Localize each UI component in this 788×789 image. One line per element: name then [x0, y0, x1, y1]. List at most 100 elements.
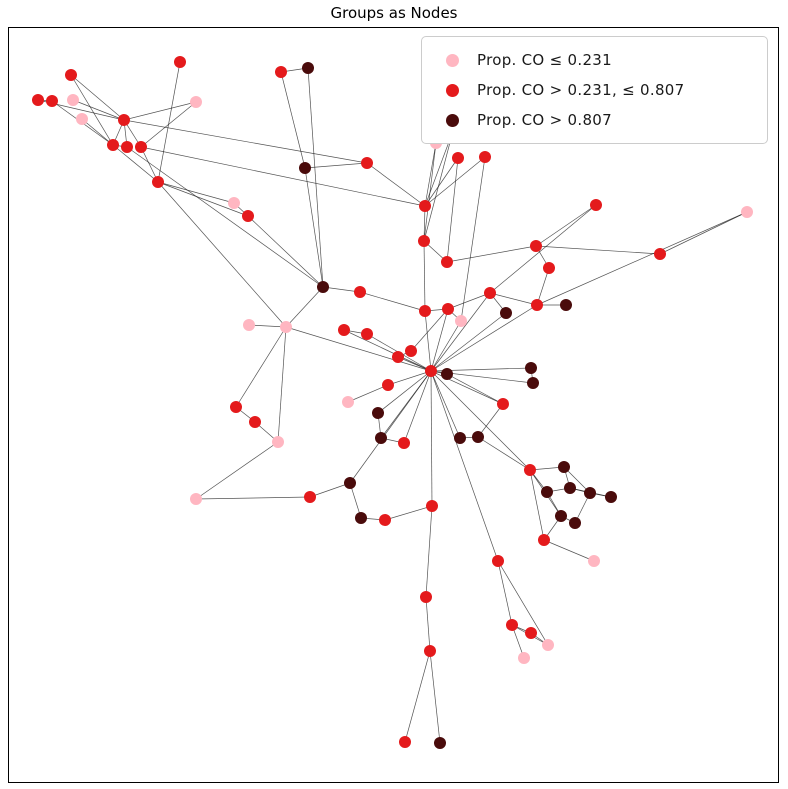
- graph-node-dark: [472, 431, 484, 443]
- graph-edge: [424, 156, 486, 207]
- graph-node-red: [479, 151, 491, 163]
- graph-edge: [460, 156, 486, 322]
- graph-node-dark: [375, 432, 387, 444]
- graph-node-pink: [190, 493, 202, 505]
- graph-edge: [425, 505, 433, 598]
- graph-edge: [659, 211, 748, 255]
- graph-node-red: [398, 437, 410, 449]
- graph-node-red: [492, 555, 504, 567]
- graph-edge: [157, 181, 249, 217]
- graph-node-pink: [272, 436, 284, 448]
- graph-node-red: [425, 365, 437, 377]
- graph-node-pink: [76, 113, 88, 125]
- graph-edge: [366, 162, 426, 207]
- graph-edge: [277, 326, 287, 443]
- graph-node-red: [249, 416, 261, 428]
- graph-node-red: [275, 66, 287, 78]
- graph-node-red: [354, 286, 366, 298]
- legend-item-low: Prop. CO ≤ 0.231: [422, 45, 767, 75]
- graph-node-red: [135, 141, 147, 153]
- graph-edge: [430, 308, 449, 372]
- graph-node-pink: [190, 96, 202, 108]
- graph-edge: [195, 496, 311, 500]
- graph-node-dark: [500, 307, 512, 319]
- graph-node-pink: [228, 197, 240, 209]
- graph-edge: [123, 101, 197, 121]
- graph-edge: [112, 144, 159, 183]
- graph-edge: [140, 146, 426, 207]
- graph-node-red: [405, 345, 417, 357]
- graph-edge: [423, 240, 426, 312]
- graph-edge: [447, 292, 491, 310]
- graph-edge: [430, 370, 499, 562]
- graph-node-dark: [299, 162, 311, 174]
- graph-edge: [430, 370, 531, 471]
- graph-edge: [349, 370, 432, 484]
- graph-edge: [404, 650, 431, 743]
- graph-edge: [157, 61, 181, 183]
- graph-edge: [70, 74, 125, 121]
- graph-node-dark: [584, 487, 596, 499]
- graph-edge: [307, 67, 324, 288]
- graph-edge: [477, 436, 531, 471]
- graph-edge: [359, 291, 426, 312]
- graph-node-dark: [344, 477, 356, 489]
- graph-node-dark: [317, 281, 329, 293]
- graph-edge: [497, 560, 549, 646]
- graph-edge: [536, 267, 550, 306]
- graph-node-red: [419, 305, 431, 317]
- graph-edge: [563, 466, 591, 494]
- graph-node-dark: [558, 461, 570, 473]
- graph-node-red: [361, 157, 373, 169]
- graph-edge: [403, 370, 432, 444]
- graph-edge: [529, 469, 545, 541]
- legend-marker-dark-icon: [446, 113, 459, 127]
- graph-edge: [489, 292, 538, 306]
- graph-node-dark: [605, 491, 617, 503]
- graph-node-pink: [588, 555, 600, 567]
- graph-edge: [126, 146, 324, 288]
- graph-edge: [280, 71, 306, 169]
- graph-edge: [430, 370, 433, 507]
- graph-edge: [285, 286, 324, 328]
- graph-node-red: [392, 351, 404, 363]
- graph-node-red: [174, 56, 186, 68]
- legend-label-low: Prop. CO ≤ 0.231: [477, 51, 612, 69]
- graph-node-red: [530, 240, 542, 252]
- graph-node-pink: [455, 315, 467, 327]
- graph-edge: [535, 245, 661, 255]
- graph-edge: [195, 441, 279, 500]
- graph-edge: [489, 204, 597, 294]
- legend-label-high: Prop. CO > 0.807: [477, 111, 612, 129]
- graph-edge: [410, 308, 449, 352]
- graph-node-red: [506, 619, 518, 631]
- graph-edge: [377, 370, 432, 414]
- graph-node-red: [242, 210, 254, 222]
- graph-node-red: [484, 287, 496, 299]
- graph-edge: [477, 403, 504, 438]
- chart-title: Groups as Nodes: [330, 4, 458, 22]
- graph-edge: [430, 292, 491, 372]
- graph-node-red: [419, 200, 431, 212]
- graph-node-red: [121, 141, 133, 153]
- graph-edge: [446, 157, 459, 263]
- axes-frame: [8, 27, 779, 783]
- graph-edge: [304, 167, 324, 288]
- graph-edge: [384, 505, 433, 521]
- graph-edge: [322, 286, 361, 293]
- graph-node-red: [538, 534, 550, 546]
- graph-node-red: [32, 94, 44, 106]
- graph-node-dark: [454, 432, 466, 444]
- graph-edge: [304, 162, 368, 169]
- graph-node-red: [452, 152, 464, 164]
- graph-node-dark: [555, 510, 567, 522]
- graph-node-dark: [434, 737, 446, 749]
- graph-edge: [285, 326, 432, 372]
- graph-node-dark: [560, 299, 572, 311]
- graph-node-dark: [564, 482, 576, 494]
- graph-node-red: [497, 398, 509, 410]
- graph-edge: [536, 211, 748, 306]
- legend-label-mid: Prop. CO > 0.231, ≤ 0.807: [477, 81, 685, 99]
